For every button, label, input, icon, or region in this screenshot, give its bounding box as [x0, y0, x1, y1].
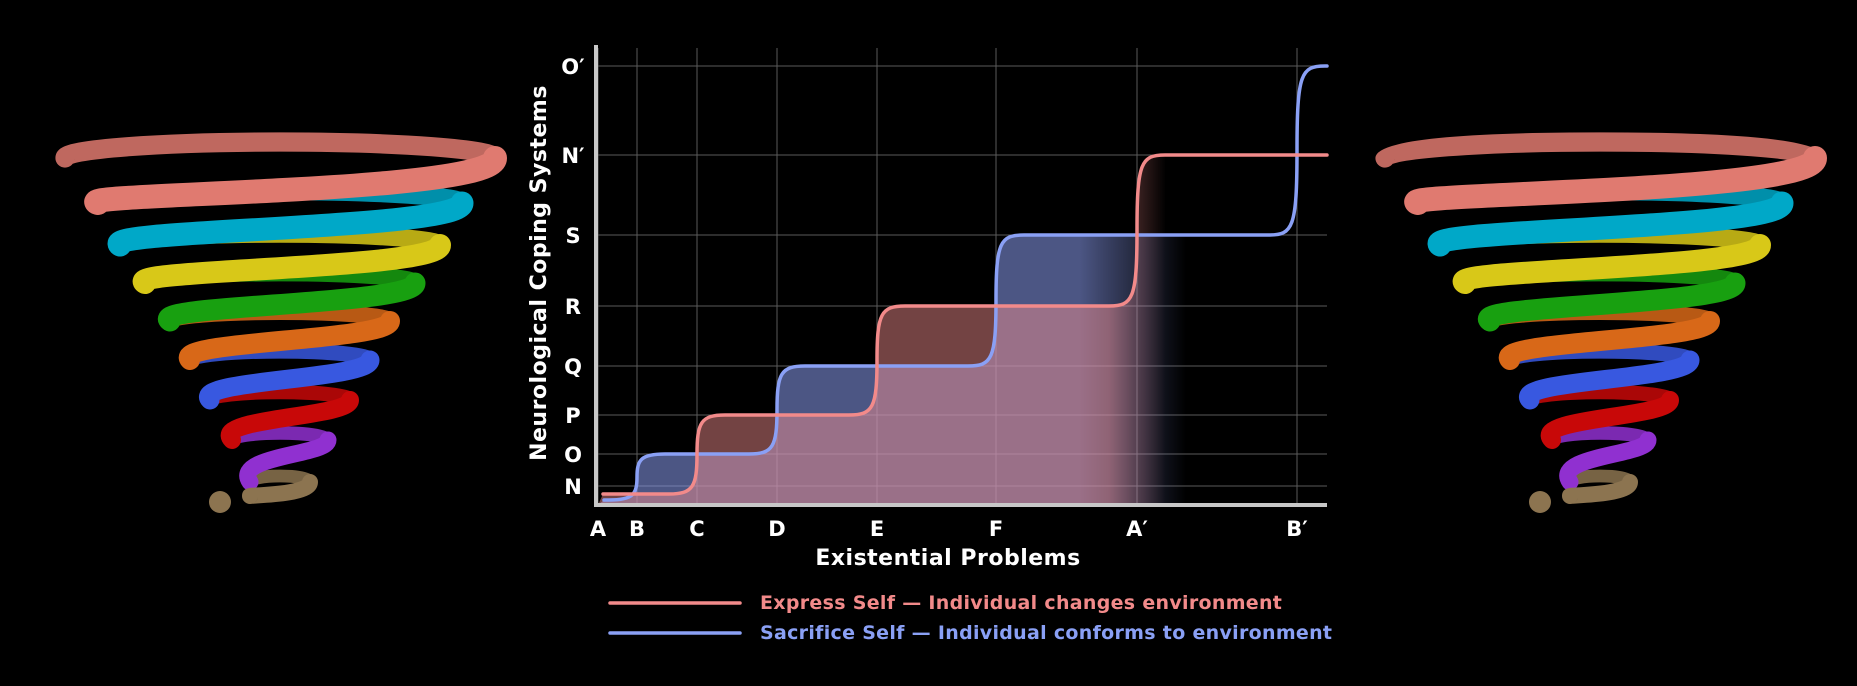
plot-area: NOP Q R S N′ O′ A B C D E F A′ B′ Existential Proble… — [527, 45, 1329, 571]
axes — [594, 45, 1327, 507]
spiral-coil-front — [1559, 431, 1657, 491]
spiral-coil-back — [1375, 132, 1825, 168]
spiral-tail — [209, 491, 231, 513]
spiral-coil-front — [242, 474, 318, 504]
express-area-fill — [598, 155, 1327, 505]
x-tick-label: E — [870, 517, 884, 541]
spiral-coil-front — [1498, 311, 1720, 370]
spiral-coil-front — [1562, 474, 1638, 504]
spiral-coil-front — [1452, 234, 1771, 294]
x-tick-labels: A B C D E F A′ B′ — [590, 517, 1308, 541]
series-lines — [601, 64, 1329, 502]
spiral-coil-front — [1404, 146, 1827, 215]
legend-label-express: Express Self — Individual changes enviro… — [760, 592, 1282, 614]
spiral-coil-front — [239, 431, 337, 491]
x-tick-label: D — [768, 517, 785, 541]
y-tick-label: Q — [564, 355, 582, 379]
spiral-coil-front — [1427, 191, 1794, 257]
y-tick-label: O — [564, 443, 582, 467]
y-tick-label: O′ — [561, 55, 585, 79]
spiral-coil-front — [107, 191, 474, 257]
express-series-line — [601, 153, 1329, 496]
spiral-left-decoration — [55, 132, 507, 513]
spiral-coil-front — [220, 391, 359, 449]
y-tick-labels: NOP Q R S N′ O′ — [561, 55, 585, 499]
x-tick-label: A — [590, 517, 607, 541]
spiral-coil-front — [1519, 350, 1700, 410]
spiral-coil-front — [1477, 272, 1746, 332]
spiral-coil-back — [55, 132, 505, 168]
spiral-coil-front — [132, 234, 451, 294]
x-tick-label: F — [989, 517, 1003, 541]
x-tick-label: B′ — [1286, 517, 1308, 541]
x-tick-label: C — [689, 517, 704, 541]
x-tick-label: B — [629, 517, 645, 541]
legend-label-sacrifice: Sacrifice Self — Individual conforms to … — [760, 622, 1332, 644]
y-tick-label: R — [565, 295, 581, 319]
spiral-coil-front — [178, 311, 400, 370]
y-tick-label: N — [564, 475, 582, 499]
x-axis-title: Existential Problems — [815, 546, 1080, 571]
x-tick-label: A′ — [1126, 517, 1148, 541]
spiral-coil-front — [157, 272, 426, 332]
y-tick-label: S — [565, 224, 580, 248]
spiral-coil-front — [84, 146, 507, 215]
sacrifice-series-line — [602, 64, 1329, 502]
spiral-coil-front — [199, 350, 380, 410]
spiral-tail — [1529, 491, 1551, 513]
y-tick-label: N′ — [561, 144, 585, 168]
y-axis-title: Neurological Coping Systems — [527, 85, 552, 461]
sacrifice-area-fill — [598, 66, 1327, 505]
spiral-coil-front — [1540, 391, 1679, 449]
legend: Express Self — Individual changes enviro… — [608, 592, 1332, 644]
area-fills — [598, 66, 1327, 505]
y-tick-label: P — [565, 404, 580, 428]
spiral-right-decoration — [1375, 132, 1827, 513]
